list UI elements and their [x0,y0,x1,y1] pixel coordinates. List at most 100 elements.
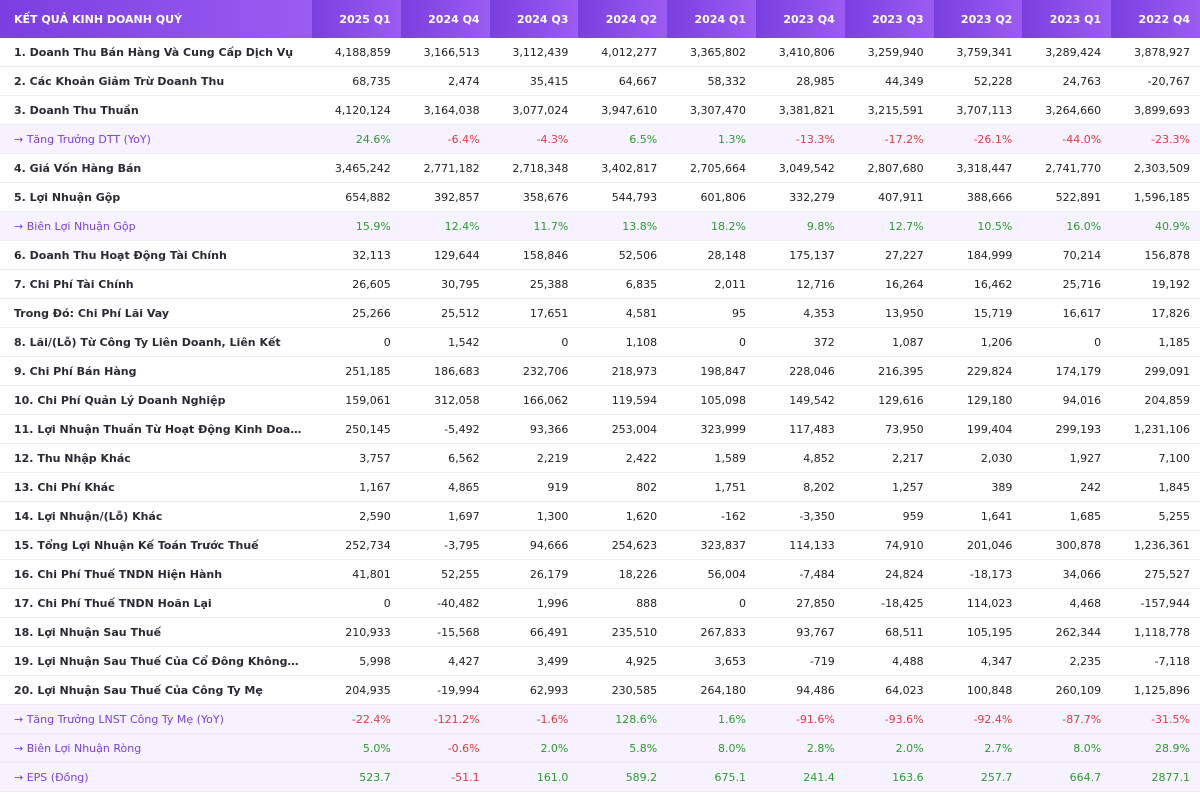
cell-value: 16,264 [844,269,934,299]
cell-value: 27,850 [755,588,845,618]
row-label: 14. Lợi Nhuận/(Lỗ) Khác [0,501,312,531]
table-row: 4. Giá Vốn Hàng Bán 3,465,242 2,771,182 2,7… [0,153,1200,183]
cell-value: -13.3% [755,124,845,154]
table-row: 10. Chi Phí Quản Lý Doanh Nghiệp 159,061 3… [0,385,1200,415]
cell-value: 0 [312,327,401,357]
row-label: 12. Thu Nhập Khác [0,443,312,473]
column-header: 2024 Q1 [667,0,756,38]
cell-value: 323,999 [667,414,756,444]
cell-value: 128.6% [578,704,668,734]
cell-value: 2,771,182 [400,153,490,183]
row-label: 11. Lợi Nhuận Thuần Từ Hoạt Động Kinh Do… [0,414,312,444]
cell-value: 3,215,591 [844,95,934,125]
cell-value: 4,012,277 [578,38,668,67]
cell-value: 2,705,664 [667,153,756,183]
cell-value: 184,999 [933,240,1023,270]
cell-value: 388,666 [933,182,1023,212]
cell-value: 40.9% [1111,211,1200,241]
cell-value: 0 [312,588,401,618]
cell-value: 12.7% [844,211,934,241]
cell-value: 2,217 [844,443,934,473]
cell-value: 1,641 [933,501,1023,531]
cell-value: 175,137 [755,240,845,270]
cell-value: -19,994 [400,675,490,705]
cell-value: 156,878 [1111,240,1200,270]
table-body: 1. Doanh Thu Bán Hàng Và Cung Cấp Dịch V… [0,38,1200,792]
row-label: 15. Tổng Lợi Nhuận Kế Toán Trước Thuế [0,530,312,560]
row-label: 9. Chi Phí Bán Hàng [0,356,312,386]
cell-value: 28.9% [1111,733,1200,763]
cell-value: -3,350 [755,501,845,531]
cell-value: 1,300 [489,501,579,531]
cell-value: 25,716 [1022,269,1112,299]
cell-value: 802 [578,472,668,502]
table-row: 16. Chi Phí Thuế TNDN Hiện Hành 41,801 52,… [0,559,1200,589]
cell-value: -719 [755,646,845,676]
row-label: 10. Chi Phí Quản Lý Doanh Nghiệp [0,385,312,415]
cell-value: 228,046 [755,356,845,386]
cell-value: 129,644 [400,240,490,270]
cell-value: 4,353 [755,298,845,328]
cell-value: 68,511 [844,617,934,647]
table-row: → Tăng Trưởng DTT (YoY) 24.6% -6.4% -4.3% 6.… [0,124,1200,154]
row-label: 8. Lãi/(Lỗ) Từ Công Ty Liên Doanh, Liên … [0,327,312,357]
cell-value: -18,425 [844,588,934,618]
cell-value: 235,510 [578,617,668,647]
cell-value: 129,616 [844,385,934,415]
row-label: → Tăng Trưởng LNST Công Ty Mẹ (YoY) [0,704,312,734]
cell-value: -7,118 [1111,646,1200,676]
cell-value: 62,993 [489,675,579,705]
cell-value: -162 [667,501,756,531]
cell-value: 166,062 [489,385,579,415]
row-label: → Tăng Trưởng DTT (YoY) [0,124,312,154]
cell-value: 186,683 [400,356,490,386]
cell-value: 1,751 [667,472,756,502]
table-row: 13. Chi Phí Khác 1,167 4,865 919 802 1,751 8,2… [0,472,1200,502]
table-row: 11. Lợi Nhuận Thuần Từ Hoạt Động Kinh Do… [0,414,1200,444]
cell-value: 1,589 [667,443,756,473]
cell-value: 27,227 [844,240,934,270]
cell-value: -40,482 [400,588,490,618]
cell-value: 199,404 [933,414,1023,444]
table-row: 1. Doanh Thu Bán Hàng Và Cung Cấp Dịch V… [0,38,1200,67]
cell-value: 64,023 [844,675,934,705]
cell-value: 93,767 [755,617,845,647]
cell-value: 58,332 [667,66,756,96]
cell-value: 10.5% [933,211,1023,241]
cell-value: 888 [578,588,668,618]
cell-value: 216,395 [844,356,934,386]
cell-value: 198,847 [667,356,756,386]
cell-value: 601,806 [667,182,756,212]
cell-value: 18.2% [667,211,756,241]
table-row: 20. Lợi Nhuận Sau Thuế Của Công Ty Mẹ 204… [0,675,1200,705]
cell-value: 2,590 [312,501,401,531]
cell-value: 24,824 [844,559,934,589]
cell-value: 262,344 [1022,617,1112,647]
column-header: 2025 Q1 [312,0,401,38]
cell-value: 1,231,106 [1111,414,1200,444]
cell-value: 3,653 [667,646,756,676]
cell-value: 523.7 [312,762,401,792]
cell-value: 2,303,509 [1111,153,1200,183]
column-header: 2023 Q3 [844,0,934,38]
column-header: 2022 Q4 [1111,0,1200,38]
cell-value: 4,865 [400,472,490,502]
cell-value: 66,491 [489,617,579,647]
cell-value: 664.7 [1022,762,1112,792]
table-row: 6. Doanh Thu Hoạt Động Tài Chính 32,113 12… [0,240,1200,270]
cell-value: 3,077,024 [489,95,579,125]
cell-value: 13,950 [844,298,934,328]
cell-value: 4,188,859 [312,38,401,67]
cell-value: 105,098 [667,385,756,415]
cell-value: 163.6 [844,762,934,792]
cell-value: 159,061 [312,385,401,415]
row-label: → Biên Lợi Nhuận Gộp [0,211,312,241]
cell-value: 114,023 [933,588,1023,618]
table-row: → Biên Lợi Nhuận Ròng 5.0% -0.6% 2.0% 5.8% 8.… [0,733,1200,763]
cell-value: 3,318,447 [933,153,1023,183]
cell-value: 2,235 [1022,646,1112,676]
cell-value: 3,707,113 [933,95,1023,125]
table-row: → Tăng Trưởng LNST Công Ty Mẹ (YoY) -22.4… [0,704,1200,734]
cell-value: 18,226 [578,559,668,589]
cell-value: 52,255 [400,559,490,589]
